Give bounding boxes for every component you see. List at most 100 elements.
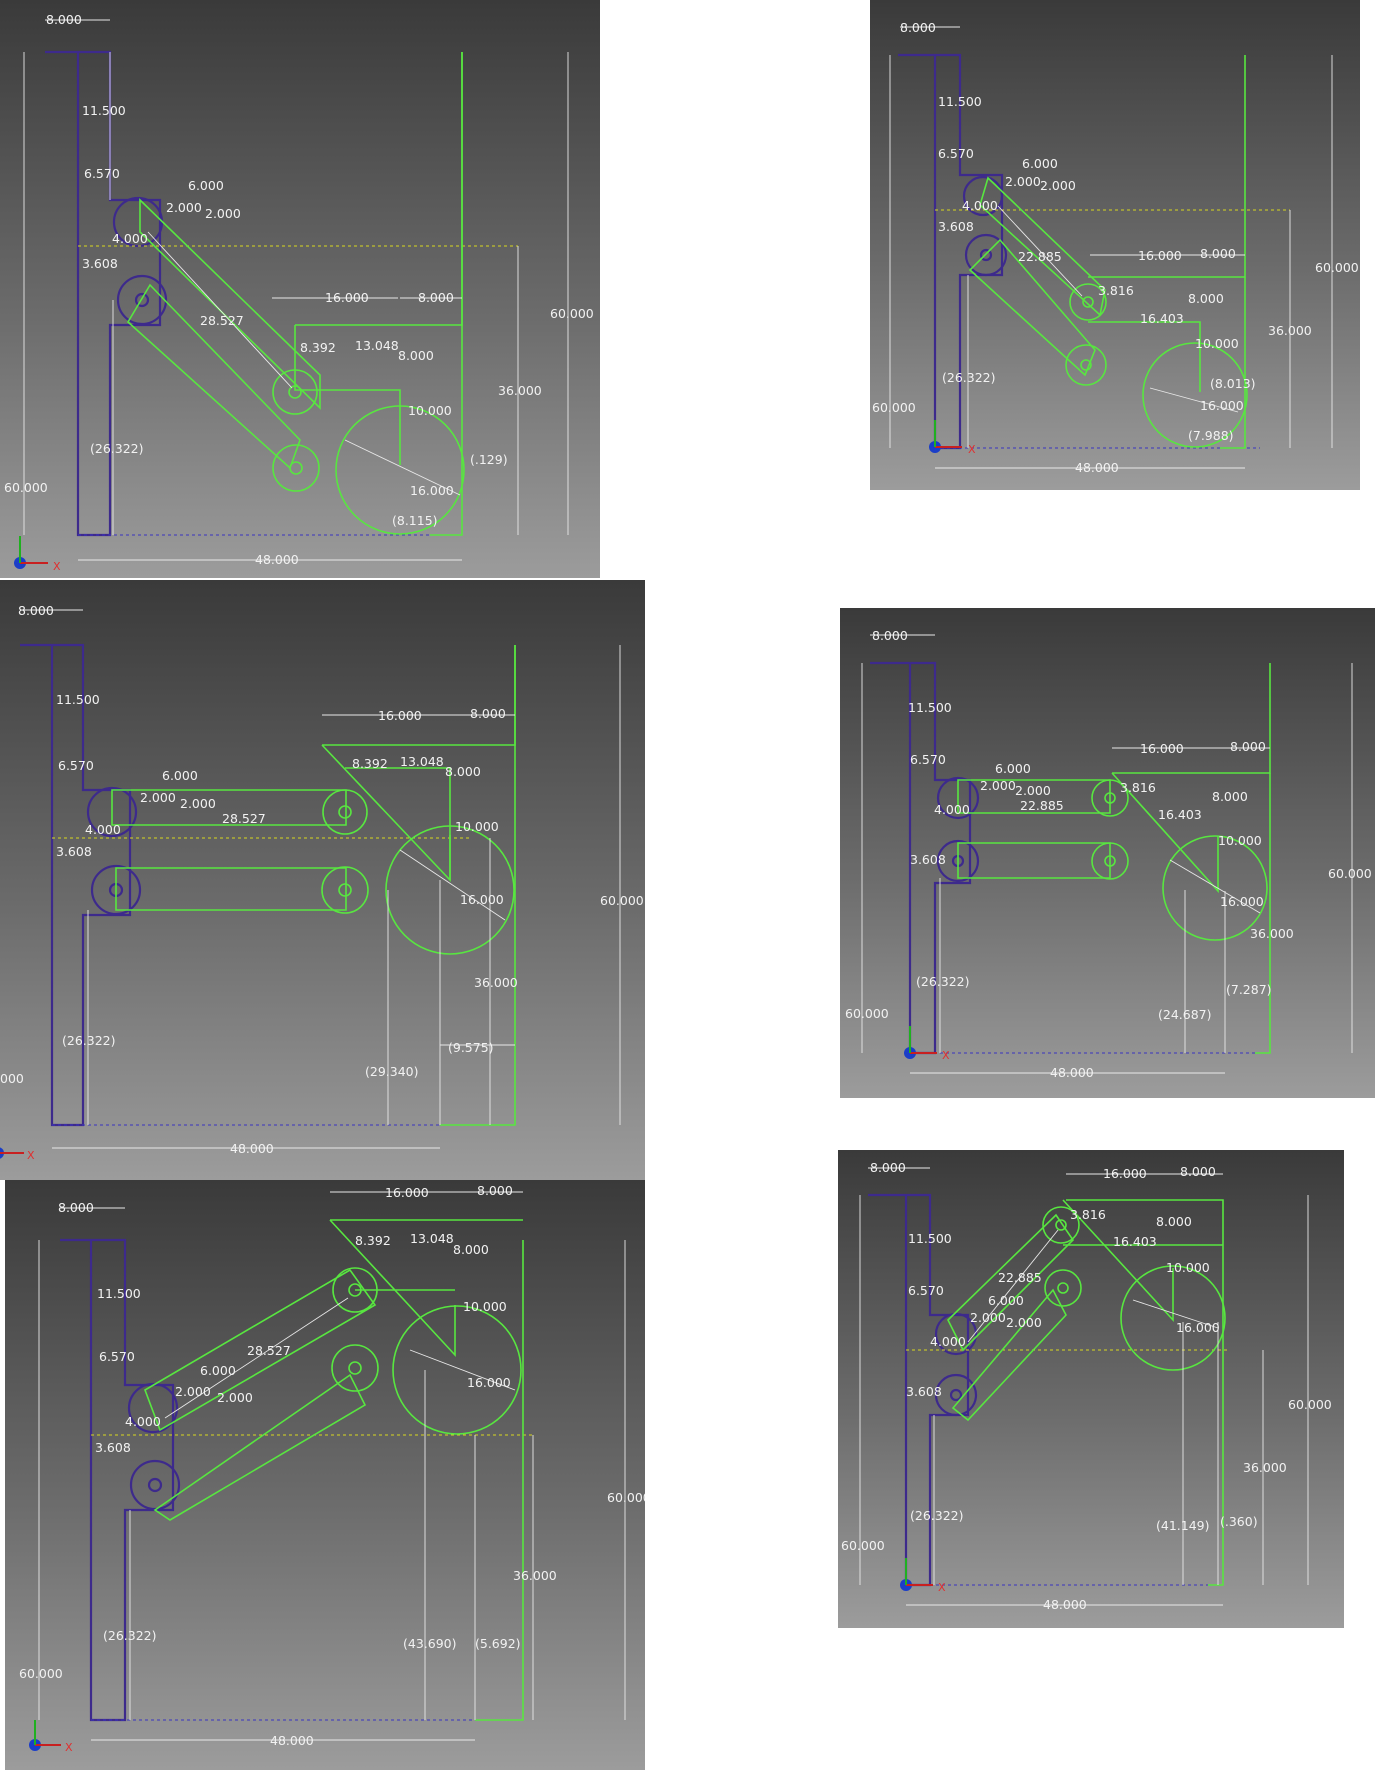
dim-pin-h[interactable]: 3.608 [906,1384,942,1399]
dim-offset-b[interactable]: 2.000 [1040,178,1076,193]
dim-clamp-a[interactable]: 8.392 [352,756,388,771]
dim-clamp-a[interactable]: 3.816 [1070,1207,1106,1222]
sketch-panel-3[interactable]: 8.000 11.500 6.570 6.000 2.000 2.000 4.0… [0,580,645,1180]
dim-ref-g[interactable]: (.360) [1220,1514,1258,1529]
dim-left-h[interactable]: 60.000 [845,1006,889,1021]
dim-height-total[interactable]: 60.000 [1328,866,1372,881]
dim-pin-h[interactable]: 3.608 [95,1440,131,1455]
dim-link-len[interactable]: 22.885 [1020,798,1064,813]
dim-w-top[interactable]: 8.000 [58,1200,94,1215]
dim-arm-w2[interactable]: 8.000 [477,1183,513,1198]
dim-left-h[interactable]: 60.000 [19,1666,63,1681]
dim-ref-g[interactable]: (8.013) [1210,376,1256,391]
dim-left-h[interactable]: 60.000 [4,480,48,495]
dim-clamp-a[interactable]: 8.392 [300,340,336,355]
dim-offset-a[interactable]: 2.000 [970,1310,1006,1325]
dim-ref-g[interactable]: (.129) [470,452,508,467]
dim-offset-b[interactable]: 2.000 [205,206,241,221]
dim-left-h[interactable]: 000 [0,1071,24,1086]
dim-dia[interactable]: 16.000 [467,1375,511,1390]
dim-ref-y[interactable]: (26.322) [62,1033,116,1048]
dim-pin-w[interactable]: 4.000 [85,822,121,837]
dim-dia[interactable]: 16.000 [1200,398,1244,413]
dim-base-len[interactable]: 48.000 [230,1141,274,1156]
dim-pin-w[interactable]: 4.000 [930,1334,966,1349]
dim-link-gap[interactable]: 6.570 [938,146,974,161]
dim-pin-d[interactable]: 6.000 [1022,156,1058,171]
dim-ref-y[interactable]: (26.322) [910,1508,964,1523]
dim-left-h[interactable]: 60.000 [872,400,916,415]
dim-base-len[interactable]: 48.000 [1075,460,1119,475]
dim-offset-a[interactable]: 2.000 [166,200,202,215]
dim-ref-y[interactable]: (26.322) [942,370,996,385]
dim-height-mid[interactable]: 36.000 [1243,1460,1287,1475]
dim-base-h[interactable]: 11.500 [908,700,952,715]
dim-arm-w2[interactable]: 8.000 [1180,1164,1216,1179]
dim-offset-a[interactable]: 2.000 [175,1384,211,1399]
dim-clamp-v[interactable]: 10.000 [455,819,499,834]
dim-pin-w[interactable]: 4.000 [962,198,998,213]
dim-pin-d[interactable]: 6.000 [995,761,1031,776]
sketch-panel-2[interactable]: 8.000 11.500 6.570 6.000 2.000 2.000 4.0… [870,0,1360,490]
dim-link-gap[interactable]: 6.570 [99,1349,135,1364]
dim-pin-h[interactable]: 3.608 [910,852,946,867]
dim-ref-g[interactable]: (7.287) [1226,982,1272,997]
dim-w-top[interactable]: 8.000 [872,628,908,643]
dim-w-top[interactable]: 8.000 [46,12,82,27]
dim-base-h[interactable]: 11.500 [938,94,982,109]
dim-ref-x[interactable]: (29.340) [365,1064,419,1079]
dim-arm-w2[interactable]: 8.000 [418,290,454,305]
dim-ref-x[interactable]: (8.115) [392,513,438,528]
dim-pin-h[interactable]: 3.608 [82,256,118,271]
dim-clamp-v[interactable]: 10.000 [408,403,452,418]
dim-offset-a[interactable]: 2.000 [980,778,1016,793]
dim-offset-b[interactable]: 2.000 [217,1390,253,1405]
dim-clamp-v[interactable]: 10.000 [1218,833,1262,848]
dim-base-len[interactable]: 48.000 [1043,1597,1087,1612]
dim-ref-y[interactable]: (26.322) [103,1628,157,1643]
dim-height-mid[interactable]: 36.000 [474,975,518,990]
dim-clamp-h[interactable]: 8.000 [445,764,481,779]
dim-height-total[interactable]: 60.000 [1288,1397,1332,1412]
dim-link-gap[interactable]: 6.570 [908,1283,944,1298]
dim-clamp-b[interactable]: 13.048 [400,754,444,769]
dim-clamp-v[interactable]: 10.000 [463,1299,507,1314]
sketch-panel-4[interactable]: 8.000 11.500 6.570 6.000 2.000 2.000 4.0… [840,608,1375,1098]
dim-base-h[interactable]: 11.500 [56,692,100,707]
dim-pin-h[interactable]: 3.608 [938,219,974,234]
dim-pin-d[interactable]: 6.000 [988,1293,1024,1308]
dim-height-total[interactable]: 60.000 [550,306,594,321]
dim-link-len[interactable]: 22.885 [1018,249,1062,264]
dim-arm-w2[interactable]: 8.000 [470,706,506,721]
dim-left-h[interactable]: 60.000 [841,1538,885,1553]
dim-clamp-h[interactable]: 8.000 [1212,789,1248,804]
dim-clamp-v[interactable]: 10.000 [1195,336,1239,351]
dim-link-gap[interactable]: 6.570 [84,166,120,181]
dim-clamp-h[interactable]: 8.000 [1188,291,1224,306]
dim-dia[interactable]: 16.000 [410,483,454,498]
dim-ref-x[interactable]: (41.149) [1156,1518,1210,1533]
dim-offset-a[interactable]: 2.000 [1005,174,1041,189]
dim-base-h[interactable]: 11.500 [908,1231,952,1246]
dim-clamp-a[interactable]: 3.816 [1120,780,1156,795]
dim-offset-b[interactable]: 2.000 [1015,783,1051,798]
dim-offset-a[interactable]: 2.000 [140,790,176,805]
dim-base-h[interactable]: 11.500 [97,1286,141,1301]
sketch-panel-1[interactable]: 8.000 11.500 6.570 6.000 2.000 2.000 4.0… [0,0,600,578]
dim-w-top[interactable]: 8.000 [900,20,936,35]
dim-link-len[interactable]: 22.885 [998,1270,1042,1285]
dim-arm-w[interactable]: 16.000 [385,1185,429,1200]
dim-offset-b[interactable]: 2.000 [180,796,216,811]
dim-height-total[interactable]: 60.000 [600,893,644,908]
dim-height-mid[interactable]: 36.000 [498,383,542,398]
dim-pin-w[interactable]: 4.000 [934,802,970,817]
dim-clamp-b[interactable]: 16.403 [1158,807,1202,822]
dim-clamp-h[interactable]: 8.000 [1156,1214,1192,1229]
dim-dia[interactable]: 16.000 [460,892,504,907]
dim-arm-w[interactable]: 16.000 [378,708,422,723]
dim-pin-d[interactable]: 6.000 [162,768,198,783]
dim-link-len[interactable]: 28.527 [222,811,266,826]
dim-ref-x[interactable]: (43.690) [403,1636,457,1651]
dim-clamp-h[interactable]: 8.000 [398,348,434,363]
dim-pin-d[interactable]: 6.000 [200,1363,236,1378]
